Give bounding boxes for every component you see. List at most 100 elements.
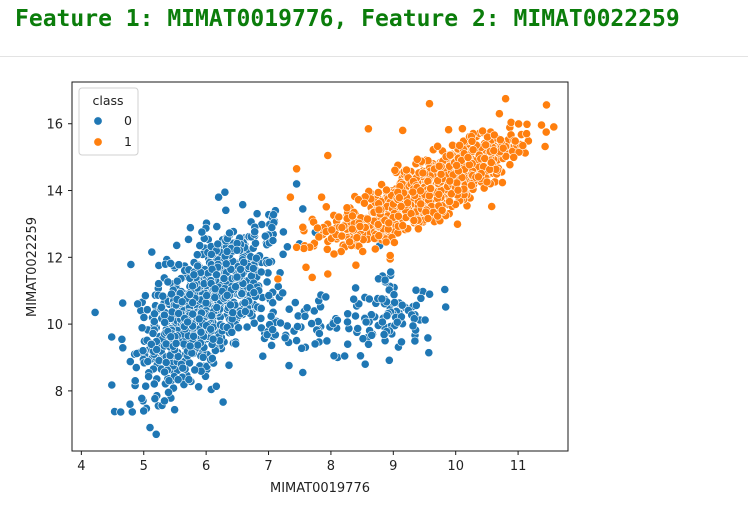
data-point-class-0	[411, 300, 421, 310]
data-point-class-0	[196, 327, 206, 337]
data-point-class-1	[518, 141, 528, 150]
data-point-class-0	[389, 290, 399, 300]
data-point-class-0	[238, 200, 248, 210]
data-point-class-0	[276, 318, 285, 328]
data-point-class-1	[452, 160, 461, 170]
data-point-class-1	[433, 211, 442, 221]
data-point-class-0	[284, 361, 294, 370]
data-point-class-1	[323, 151, 333, 160]
x-axis-label: MIMAT0019776	[270, 481, 370, 496]
data-point-class-1	[540, 142, 550, 151]
data-point-class-1	[445, 197, 454, 206]
data-point-class-0	[144, 372, 153, 381]
data-point-class-0	[161, 358, 171, 367]
data-point-class-1	[510, 136, 520, 146]
data-point-class-0	[252, 209, 262, 219]
x-tick-label: 4	[77, 459, 85, 474]
data-point-class-0	[416, 293, 426, 303]
data-point-class-0	[408, 321, 418, 331]
data-point-class-1	[468, 145, 478, 155]
y-tick-label: 10	[46, 318, 63, 333]
data-point-class-0	[420, 315, 430, 325]
data-point-class-1	[313, 223, 322, 233]
data-point-class-0	[188, 309, 198, 319]
data-point-class-1	[351, 260, 361, 270]
data-point-class-1	[436, 169, 446, 179]
data-point-class-1	[444, 125, 453, 135]
data-point-class-1	[329, 249, 339, 259]
data-point-class-1	[321, 202, 331, 212]
data-point-class-1	[384, 218, 394, 228]
data-point-class-0	[90, 307, 100, 317]
data-point-class-0	[160, 367, 169, 377]
data-point-class-0	[268, 325, 277, 335]
data-point-class-0	[137, 323, 147, 333]
data-point-class-0	[397, 300, 407, 310]
legend-label-1: 1	[124, 134, 132, 149]
data-point-class-1	[473, 172, 483, 182]
data-point-class-0	[384, 355, 394, 365]
data-point-class-0	[188, 298, 197, 308]
data-point-class-1	[398, 125, 408, 135]
data-point-class-1	[453, 219, 462, 229]
data-point-class-0	[249, 288, 259, 298]
data-point-class-0	[266, 311, 276, 321]
data-point-class-1	[342, 203, 352, 213]
data-point-class-0	[225, 228, 234, 238]
data-point-class-0	[148, 328, 158, 338]
data-point-class-1	[389, 238, 399, 247]
data-point-class-0	[139, 312, 149, 322]
data-point-class-0	[127, 407, 137, 417]
data-point-class-0	[139, 406, 149, 416]
legend: class 0 1	[78, 87, 139, 156]
data-point-class-1	[453, 185, 463, 195]
data-point-class-0	[185, 341, 195, 351]
data-point-class-0	[172, 276, 182, 286]
data-point-class-0	[251, 253, 261, 263]
data-point-class-0	[166, 332, 176, 342]
data-point-class-1	[426, 184, 435, 193]
data-point-class-0	[302, 303, 312, 313]
data-point-class-0	[210, 293, 220, 302]
data-point-class-0	[185, 290, 195, 299]
data-point-class-0	[282, 242, 292, 252]
data-point-class-1	[334, 212, 344, 222]
x-tick-label: 7	[264, 459, 272, 474]
data-point-class-0	[260, 231, 270, 241]
data-point-class-0	[300, 311, 310, 321]
data-point-class-1	[374, 231, 384, 241]
data-point-class-0	[226, 300, 235, 310]
data-point-class-1	[416, 199, 426, 209]
data-point-class-0	[138, 346, 148, 356]
data-point-class-0	[107, 332, 117, 342]
data-point-class-0	[231, 339, 241, 349]
data-point-class-1	[495, 135, 505, 145]
legend-marker-0	[93, 116, 103, 126]
data-point-class-0	[208, 334, 218, 344]
x-tick-label: 9	[389, 459, 397, 474]
data-point-class-0	[332, 315, 342, 325]
data-point-class-0	[206, 249, 216, 259]
data-point-class-1	[394, 193, 404, 203]
data-point-class-0	[220, 187, 230, 197]
data-point-class-0	[221, 205, 231, 215]
data-point-class-0	[380, 275, 390, 285]
data-point-class-1	[396, 201, 406, 211]
data-point-class-0	[249, 318, 259, 328]
data-point-class-0	[219, 274, 229, 283]
data-point-class-0	[321, 292, 331, 302]
page-header: Feature 1: MIMAT0019776, Feature 2: MIMA…	[0, 0, 748, 57]
data-point-class-1	[489, 130, 499, 140]
data-point-class-0	[131, 363, 141, 372]
data-point-class-1	[509, 152, 519, 162]
data-point-class-0	[197, 227, 207, 237]
data-point-class-1	[307, 272, 317, 282]
x-tick-label: 5	[140, 459, 148, 474]
data-point-class-1	[457, 124, 467, 134]
data-point-class-1	[537, 120, 546, 130]
data-point-class-1	[455, 140, 464, 150]
data-point-class-1	[412, 154, 422, 164]
data-point-class-0	[310, 339, 320, 349]
data-point-class-0	[222, 247, 232, 256]
data-point-class-0	[116, 407, 126, 417]
